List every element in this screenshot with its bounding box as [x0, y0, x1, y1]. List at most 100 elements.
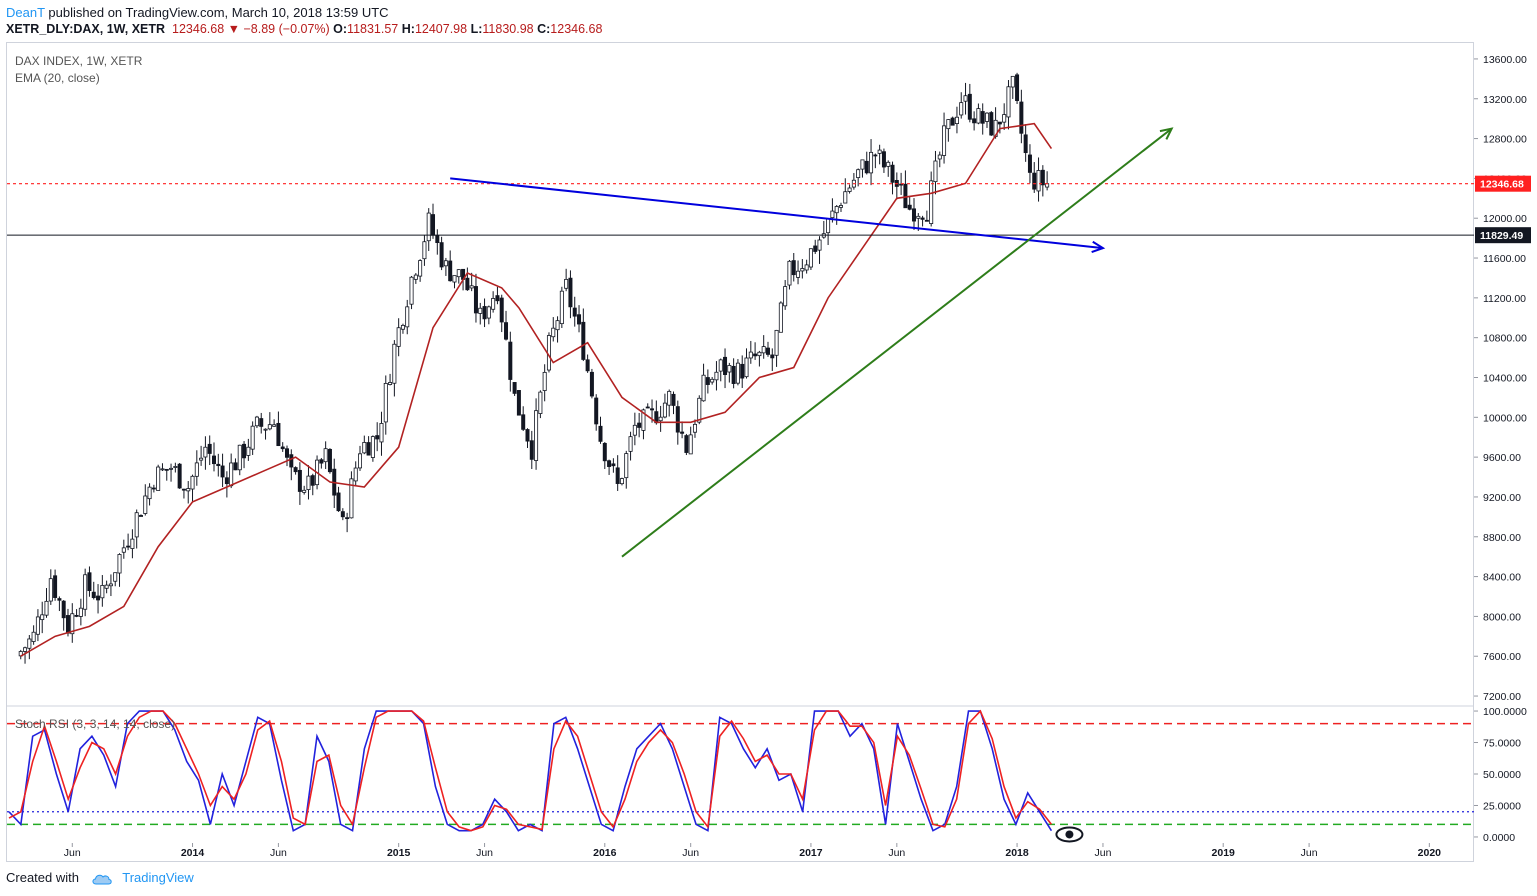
candle-body: [774, 329, 779, 356]
candle-body: [611, 463, 616, 467]
legend-symbol: DAX INDEX, 1W, XETR: [15, 54, 143, 68]
candle-body: [199, 457, 204, 461]
candle-body: [525, 429, 530, 442]
candle-body: [134, 512, 139, 538]
candle-body: [585, 359, 590, 372]
candle-body: [233, 462, 238, 471]
ema-line: [20, 122, 1053, 657]
candle-body: [362, 442, 367, 454]
candle-body: [834, 206, 839, 214]
candle-body: [800, 268, 805, 272]
candle-body: [740, 363, 745, 379]
close-value: 12346.68: [550, 22, 603, 36]
candle-body: [486, 306, 491, 319]
candle-body: [302, 489, 307, 493]
candle-body: [70, 613, 75, 635]
candle-body: [744, 357, 749, 378]
author-link[interactable]: DeanT: [6, 5, 45, 20]
candle-body: [48, 578, 53, 602]
candle-body: [778, 302, 783, 333]
candle-body: [186, 488, 191, 492]
candle-body: [1040, 169, 1045, 186]
candle-body: [340, 511, 345, 518]
time-tick-label: Jun: [64, 847, 81, 859]
candle-body: [370, 436, 375, 458]
candle-body: [426, 212, 431, 242]
candle-body: [933, 160, 938, 183]
candle-body: [555, 320, 560, 331]
candle-body: [985, 112, 990, 122]
price-tick-label: 7200.00: [1483, 691, 1521, 703]
candle-body: [1010, 75, 1015, 88]
candle-body: [684, 435, 689, 453]
candle-body: [237, 444, 242, 471]
candle-body: [138, 515, 143, 517]
candle-body: [345, 517, 350, 520]
price-tick-label: 9200.00: [1483, 492, 1521, 504]
candle-body: [757, 351, 762, 357]
candle-body: [564, 278, 569, 289]
down-arrow-icon: ▼: [227, 22, 241, 36]
candle-body: [353, 467, 358, 482]
candle-body: [615, 467, 620, 484]
candle-body: [602, 442, 607, 462]
candle-body: [937, 154, 942, 160]
price-tick-label: 11600.00: [1483, 253, 1526, 265]
price-tick-label: 8800.00: [1483, 532, 1521, 544]
candle-body: [559, 290, 564, 325]
candle-body: [997, 121, 1002, 125]
candle-body: [349, 478, 354, 519]
candle-body: [1023, 134, 1028, 154]
candle-body: [714, 371, 719, 381]
candle-body: [224, 477, 229, 485]
stoch-k-line: [8, 710, 1053, 832]
candle-body: [619, 478, 624, 485]
candle-body: [521, 414, 526, 430]
candle-body: [817, 239, 822, 251]
legend-stoch: Stoch RSI (3, 3, 14, 14, close): [15, 717, 176, 731]
candle-body: [705, 377, 710, 385]
time-tick-label: 2015: [387, 847, 411, 859]
candle-body: [881, 151, 886, 168]
candle-body: [435, 235, 440, 244]
candle-body: [469, 285, 474, 289]
time-tick-label: 2014: [181, 847, 205, 859]
publish-text: published on TradingView.com, March 10, …: [48, 5, 389, 20]
candle-body: [770, 354, 775, 359]
candle-body: [319, 459, 324, 464]
candle-body: [267, 424, 272, 430]
candle-body: [765, 347, 770, 355]
candle-body: [297, 469, 302, 492]
stoch-d-line: [8, 709, 1053, 832]
candle-body: [117, 554, 122, 574]
stoch-tick-label: 100.0000: [1483, 706, 1527, 718]
candle-body: [916, 215, 921, 219]
candle-body: [35, 616, 40, 635]
candle-body: [23, 647, 28, 652]
candle-body: [667, 390, 672, 406]
candle-body: [289, 454, 294, 468]
candle-body: [392, 343, 397, 384]
candle-body: [143, 495, 148, 514]
candle-body: [306, 475, 311, 490]
candle-body: [91, 591, 96, 599]
candle-body: [551, 327, 556, 338]
stoch-tick-label: 0.0000: [1483, 832, 1515, 844]
stoch-tick-label: 50.0000: [1483, 769, 1521, 781]
candle-body: [164, 468, 169, 471]
symbol-label: XETR_DLY:DAX, 1W, XETR: [6, 22, 166, 36]
candle-body: [409, 276, 414, 305]
candle-body: [413, 274, 418, 280]
candle-body: [242, 443, 247, 459]
candle-body: [594, 397, 599, 425]
candle-body: [207, 443, 212, 454]
candle-body: [336, 492, 341, 512]
candle-body: [276, 422, 281, 447]
candle-body: [1006, 86, 1011, 118]
candle-body: [796, 270, 801, 278]
candle-body: [662, 402, 667, 418]
tradingview-link[interactable]: TradingView: [122, 870, 194, 885]
candle-body: [422, 241, 427, 260]
candle-body: [160, 468, 165, 471]
